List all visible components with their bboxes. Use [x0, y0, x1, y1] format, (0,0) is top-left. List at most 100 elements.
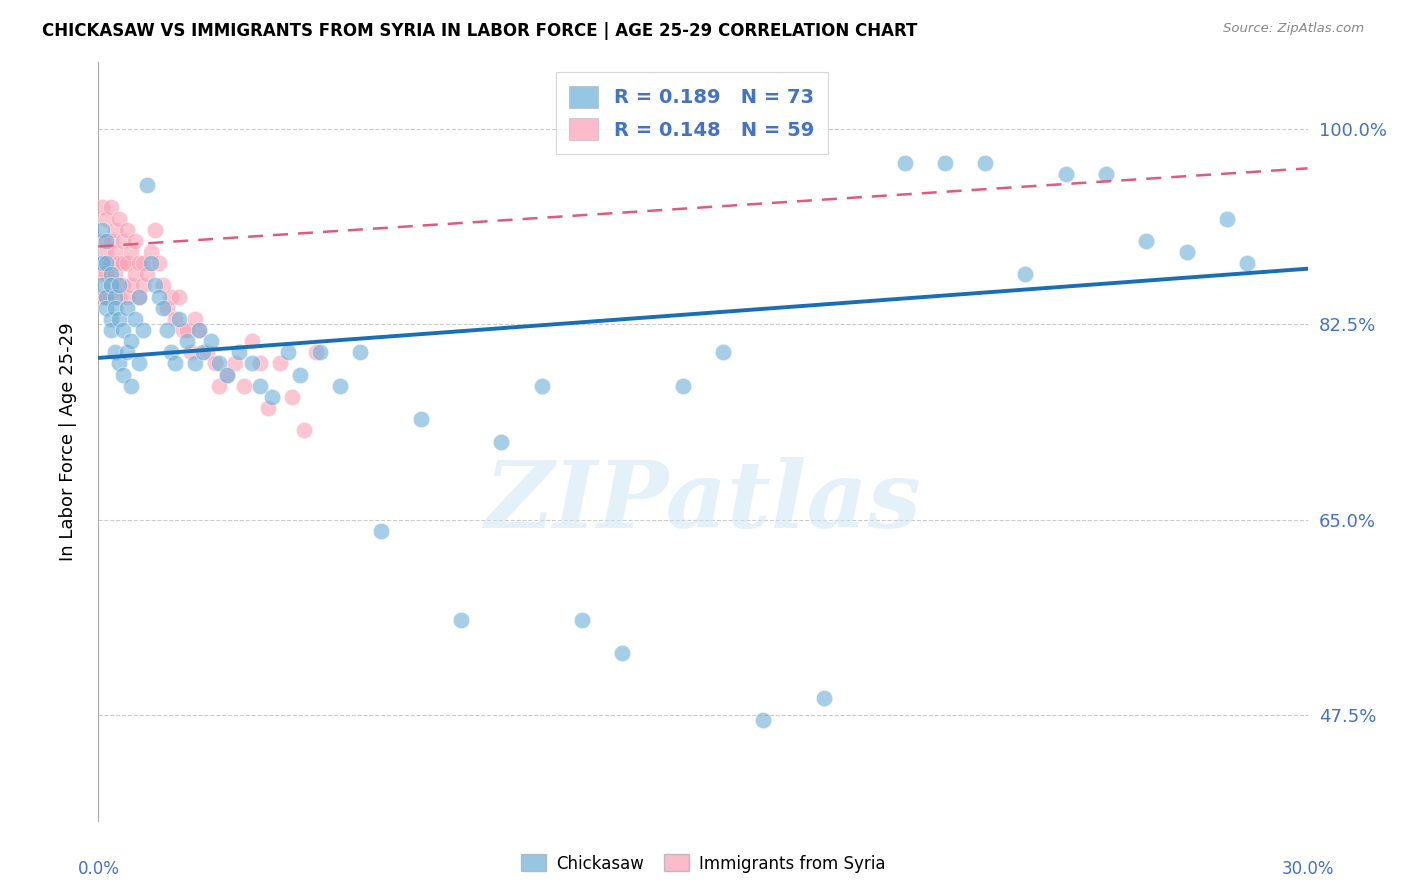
Y-axis label: In Labor Force | Age 25-29: In Labor Force | Age 25-29	[59, 322, 77, 561]
Point	[132, 256, 155, 270]
Point	[115, 223, 138, 237]
Point	[91, 234, 114, 248]
Point	[329, 378, 352, 392]
Point	[115, 290, 138, 304]
Point	[249, 356, 271, 371]
Point	[180, 345, 202, 359]
Point	[100, 278, 122, 293]
Point	[91, 201, 114, 215]
Point	[409, 412, 432, 426]
Point	[370, 524, 392, 538]
Point	[163, 356, 186, 371]
Point	[752, 714, 775, 728]
Point	[974, 156, 997, 170]
Point	[143, 278, 166, 293]
Point	[115, 345, 138, 359]
Point	[139, 244, 162, 259]
Point	[100, 312, 122, 326]
Point	[96, 290, 118, 304]
Point	[132, 278, 155, 293]
Point	[100, 323, 122, 337]
Point	[128, 290, 150, 304]
Point	[143, 223, 166, 237]
Point	[1135, 234, 1157, 248]
Point	[305, 345, 328, 359]
Point	[228, 345, 250, 359]
Point	[111, 256, 134, 270]
Point	[217, 368, 239, 382]
Point	[91, 223, 114, 237]
Point	[132, 323, 155, 337]
Point	[281, 390, 304, 404]
Point	[160, 345, 183, 359]
Point	[152, 278, 174, 293]
Point	[96, 301, 118, 315]
Point	[188, 323, 211, 337]
Point	[100, 256, 122, 270]
Point	[107, 211, 129, 226]
Point	[530, 378, 553, 392]
Point	[934, 156, 956, 170]
Point	[1175, 244, 1198, 259]
Point	[184, 312, 207, 326]
Point	[288, 368, 311, 382]
Point	[100, 268, 122, 282]
Point	[148, 290, 170, 304]
Point	[176, 323, 198, 337]
Legend: R = 0.189   N = 73, R = 0.148   N = 59: R = 0.189 N = 73, R = 0.148 N = 59	[555, 72, 828, 154]
Point	[107, 356, 129, 371]
Point	[111, 234, 134, 248]
Point	[672, 378, 695, 392]
Point	[96, 234, 118, 248]
Point	[103, 345, 125, 359]
Point	[1054, 167, 1077, 181]
Point	[188, 323, 211, 337]
Point	[612, 646, 634, 660]
Point	[156, 323, 179, 337]
Point	[156, 301, 179, 315]
Point	[813, 691, 835, 706]
Point	[111, 368, 134, 382]
Point	[111, 278, 134, 293]
Point	[96, 211, 118, 226]
Point	[124, 268, 146, 282]
Point	[232, 378, 254, 392]
Point	[204, 356, 226, 371]
Point	[120, 244, 142, 259]
Point	[103, 223, 125, 237]
Point	[292, 424, 315, 438]
Point	[269, 356, 291, 371]
Point	[309, 345, 332, 359]
Point	[103, 244, 125, 259]
Point	[91, 278, 114, 293]
Point	[277, 345, 299, 359]
Point	[711, 345, 734, 359]
Point	[893, 156, 915, 170]
Point	[103, 301, 125, 315]
Legend: Chickasaw, Immigrants from Syria: Chickasaw, Immigrants from Syria	[515, 847, 891, 880]
Point	[128, 356, 150, 371]
Point	[124, 234, 146, 248]
Point	[111, 323, 134, 337]
Point	[193, 345, 215, 359]
Point	[96, 244, 118, 259]
Point	[260, 390, 283, 404]
Point	[107, 256, 129, 270]
Point	[1236, 256, 1258, 270]
Point	[349, 345, 371, 359]
Point	[100, 201, 122, 215]
Text: 0.0%: 0.0%	[77, 860, 120, 878]
Point	[240, 356, 263, 371]
Text: CHICKASAW VS IMMIGRANTS FROM SYRIA IN LABOR FORCE | AGE 25-29 CORRELATION CHART: CHICKASAW VS IMMIGRANTS FROM SYRIA IN LA…	[42, 22, 918, 40]
Point	[107, 312, 129, 326]
Point	[91, 268, 114, 282]
Point	[128, 256, 150, 270]
Point	[91, 256, 114, 270]
Point	[172, 323, 194, 337]
Point	[217, 368, 239, 382]
Point	[128, 290, 150, 304]
Point	[167, 290, 190, 304]
Point	[107, 290, 129, 304]
Text: Source: ZipAtlas.com: Source: ZipAtlas.com	[1223, 22, 1364, 36]
Point	[100, 278, 122, 293]
